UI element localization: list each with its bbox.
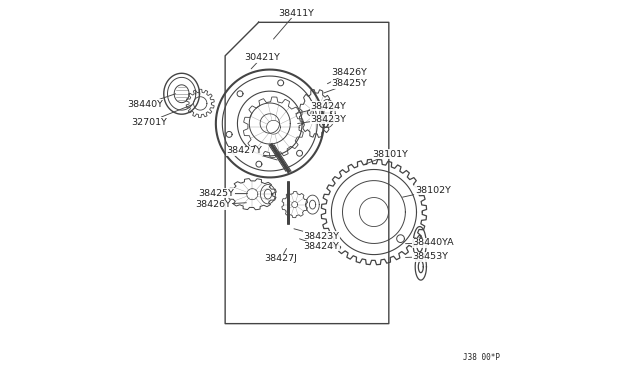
Text: 38424Y: 38424Y [300, 239, 339, 251]
Text: 38101Y: 38101Y [365, 150, 408, 164]
Text: 38424Y: 38424Y [296, 102, 347, 113]
Text: 38440Y: 38440Y [127, 94, 175, 109]
Text: 38427J: 38427J [264, 248, 298, 263]
Text: 38102Y: 38102Y [403, 186, 451, 197]
Text: 38453Y: 38453Y [406, 252, 448, 261]
Text: 38427Y: 38427Y [227, 146, 277, 160]
Text: 38423Y: 38423Y [294, 229, 339, 241]
Text: J38 00*P: J38 00*P [463, 353, 500, 362]
Text: 38425Y: 38425Y [324, 79, 367, 93]
Text: 38411Y: 38411Y [273, 9, 314, 39]
Text: 38426Y: 38426Y [328, 68, 367, 84]
Text: 32701Y: 32701Y [131, 105, 191, 126]
Text: 38425Y: 38425Y [198, 189, 248, 198]
Text: 38426Y: 38426Y [196, 200, 246, 209]
Text: 30421Y: 30421Y [244, 53, 280, 69]
Text: 38440YA: 38440YA [406, 238, 454, 247]
Text: 38423Y: 38423Y [298, 115, 347, 124]
